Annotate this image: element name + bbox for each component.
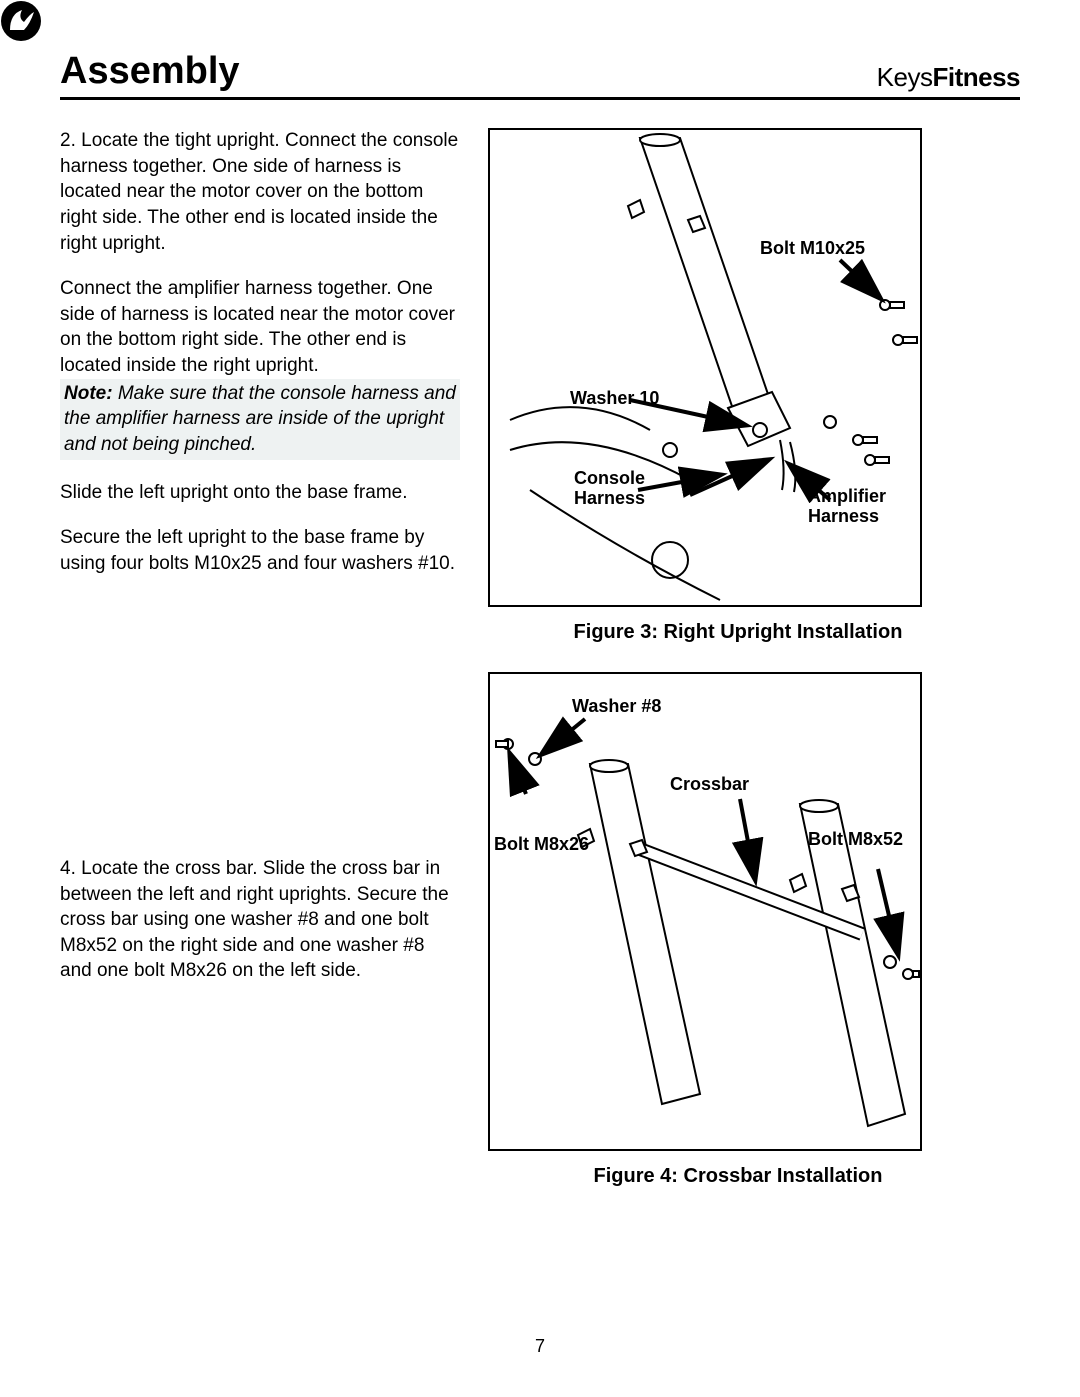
page-title: Assembly xyxy=(60,50,240,93)
step2-p4: Secure the left upright to the base fram… xyxy=(60,525,460,576)
fig3-label-amp2: Harness xyxy=(808,506,879,527)
figure-4-box: Washer #8 Crossbar Bolt M8x26 Bolt M8x52 xyxy=(488,672,922,1151)
brand-mark-icon xyxy=(0,0,42,42)
fig3-label-console2: Harness xyxy=(574,488,645,509)
figure-4-block: Washer #8 Crossbar Bolt M8x26 Bolt M8x52… xyxy=(488,672,988,1188)
figure-3-block: Bolt M10x25 Washer 10 Console Harness Am… xyxy=(488,128,988,644)
fig3-label-console1: Console xyxy=(574,468,645,489)
figure-4-drawing-icon xyxy=(490,674,920,1149)
fig3-label-amp1: Amplifier xyxy=(808,486,886,507)
manual-page: Assembly KeysFitness 2. Locate the tight… xyxy=(0,0,1080,1397)
page-header: Assembly KeysFitness xyxy=(60,50,1020,100)
fig4-label-washer: Washer #8 xyxy=(572,696,661,717)
page-number: 7 xyxy=(0,1336,1080,1357)
fig4-label-bolt-right: Bolt M8x52 xyxy=(808,829,903,850)
figure-3-caption: Figure 3: Right Upright Installation xyxy=(488,621,988,644)
step2-p1: 2. Locate the tight upright. Connect the… xyxy=(60,128,460,256)
figure-4-caption: Figure 4: Crossbar Installation xyxy=(488,1165,988,1188)
fig3-label-bolt: Bolt M10x25 xyxy=(760,238,865,259)
fig4-label-bolt-left: Bolt M8x26 xyxy=(494,834,589,855)
note-label: Note: xyxy=(64,383,113,404)
brand-logo: KeysFitness xyxy=(877,62,1020,93)
step2-note: Note: Make sure that the console harness… xyxy=(60,379,460,460)
brand-bold: Fitness xyxy=(932,62,1020,92)
step-2-text: 2. Locate the tight upright. Connect the… xyxy=(60,128,460,644)
fig3-label-washer: Washer 10 xyxy=(570,388,659,409)
step2-p2: Connect the amplifier harness together. … xyxy=(60,276,460,379)
note-text: Make sure that the console harness and t… xyxy=(64,383,456,455)
brand-prefix: Keys xyxy=(877,62,933,92)
fig4-label-crossbar: Crossbar xyxy=(670,774,749,795)
figure-3-drawing-icon xyxy=(490,130,920,605)
step-4-text: 4. Locate the cross bar. Slide the cross… xyxy=(60,672,460,1188)
brand-text: KeysFitness xyxy=(877,62,1020,93)
step2-p3: Slide the left upright onto the base fra… xyxy=(60,480,460,506)
step4-p1: 4. Locate the cross bar. Slide the cross… xyxy=(60,856,460,984)
figure-3-box: Bolt M10x25 Washer 10 Console Harness Am… xyxy=(488,128,922,607)
